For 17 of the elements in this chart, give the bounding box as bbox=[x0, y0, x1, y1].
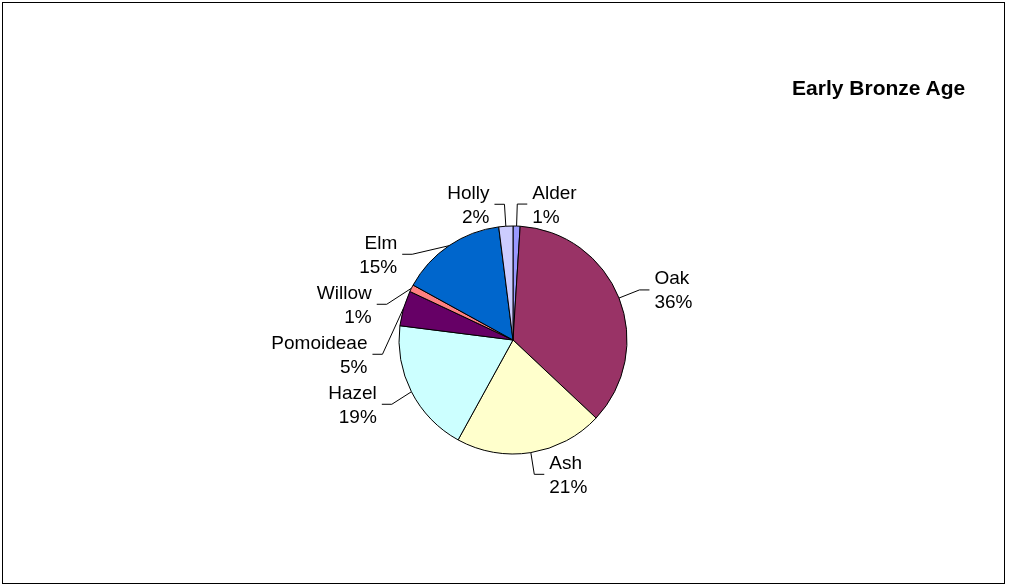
text: Early Bronze Age bbox=[792, 76, 966, 99]
data-label: 21% bbox=[549, 475, 588, 497]
data-label: 1% bbox=[344, 305, 372, 327]
data-label: 2% bbox=[461, 205, 490, 227]
slice-label: Holly bbox=[447, 181, 490, 203]
data-label: 19% bbox=[338, 405, 377, 427]
slice-label: Elm bbox=[364, 231, 398, 253]
data-label: 5% bbox=[340, 355, 368, 377]
data-label: 15% bbox=[359, 255, 398, 277]
slice-label: Alder bbox=[532, 181, 578, 203]
data-label: 36% bbox=[654, 291, 693, 313]
slice-label: Ash bbox=[549, 451, 583, 473]
slice-label: Hazel bbox=[328, 381, 377, 403]
slice-label: Oak bbox=[654, 267, 690, 289]
data-label: 1% bbox=[532, 205, 560, 227]
slice-label: Pomoideae bbox=[271, 331, 368, 353]
slice-label: Willow bbox=[316, 281, 373, 303]
